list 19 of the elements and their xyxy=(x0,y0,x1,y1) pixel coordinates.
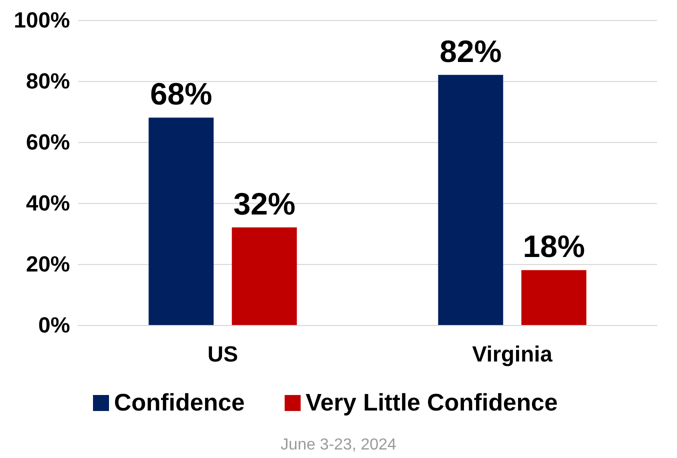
data-label: 18% xyxy=(522,229,585,264)
x-tick-label: Virginia xyxy=(472,342,554,366)
y-tick-label: 0% xyxy=(38,312,70,338)
legend-label: Confidence xyxy=(114,390,245,416)
y-tick-label: 80% xyxy=(26,68,70,94)
text: June 3-23, 2024 xyxy=(280,436,396,454)
x-tick-label: US xyxy=(207,342,238,366)
legend-label: Very Little Confidence xyxy=(306,390,558,416)
y-tick-label: 100% xyxy=(14,8,70,32)
data-label: 32% xyxy=(233,186,296,222)
y-tick-label: 20% xyxy=(26,252,70,276)
y-tick-label: 40% xyxy=(26,190,70,216)
bar xyxy=(148,118,214,325)
bar xyxy=(438,74,504,325)
y-tick-label: 60% xyxy=(26,130,70,154)
bar xyxy=(232,227,297,325)
data-label: 68% xyxy=(150,76,212,112)
bar xyxy=(521,270,586,325)
data-label: 82% xyxy=(440,34,502,69)
